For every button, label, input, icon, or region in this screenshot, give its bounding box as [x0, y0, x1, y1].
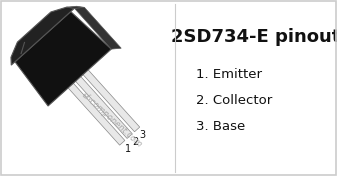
- Polygon shape: [11, 7, 74, 65]
- Polygon shape: [67, 6, 84, 8]
- Polygon shape: [66, 81, 125, 145]
- Text: 1: 1: [125, 144, 131, 154]
- Polygon shape: [74, 7, 121, 49]
- Text: 3: 3: [140, 130, 146, 140]
- Text: 3. Base: 3. Base: [196, 120, 245, 133]
- Polygon shape: [73, 74, 132, 139]
- Polygon shape: [81, 68, 140, 132]
- Polygon shape: [15, 12, 111, 106]
- Text: 2SD734-E pinout: 2SD734-E pinout: [171, 28, 337, 46]
- Text: 1. Emitter: 1. Emitter: [196, 68, 262, 81]
- Text: 2: 2: [132, 137, 138, 147]
- Text: 2. Collector: 2. Collector: [196, 94, 272, 107]
- Text: el-component.com: el-component.com: [80, 90, 144, 150]
